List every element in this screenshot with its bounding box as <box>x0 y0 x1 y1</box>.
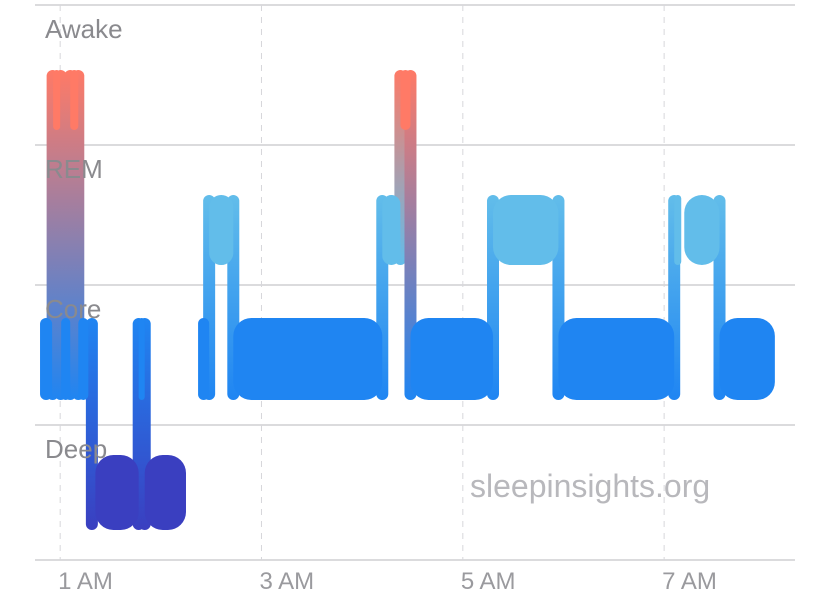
stage-block-core <box>61 318 70 400</box>
stage-block-rem <box>684 195 719 265</box>
stage-block-rem <box>382 195 400 265</box>
stage-label-rem: REM <box>45 154 103 185</box>
watermark-text: sleepinsights.org <box>470 468 710 505</box>
stage-label-core: Core <box>45 294 101 325</box>
stage-block-rem <box>674 195 681 265</box>
stage-block-awake <box>70 70 78 130</box>
stage-block-rem <box>209 195 233 265</box>
sleep-stage-chart: Awake REM Core Deep 1 AM 3 AM 5 AM 7 AM sleepins… <box>0 0 813 605</box>
stage-label-deep: Deep <box>45 434 107 465</box>
stage-block-deep <box>145 455 186 530</box>
stage-block-core <box>78 318 88 400</box>
chart-canvas <box>0 0 813 605</box>
stage-block-core <box>40 318 52 400</box>
stage-block-core <box>720 318 775 400</box>
stage-block-deep <box>95 455 138 530</box>
time-tick-label: 7 AM <box>662 568 717 596</box>
stage-block-core <box>139 318 145 400</box>
stage-block-core <box>410 318 493 400</box>
time-tick-label: 3 AM <box>259 568 314 596</box>
stage-block-core <box>198 318 209 400</box>
stage-label-awake: Awake <box>45 14 123 45</box>
time-tick-label: 5 AM <box>461 568 516 596</box>
stage-block-awake <box>400 70 410 130</box>
stage-block-awake <box>53 70 60 130</box>
stage-block-rem <box>493 195 558 265</box>
stage-block-core <box>558 318 674 400</box>
stage-block-core <box>233 318 382 400</box>
time-tick-label: 1 AM <box>58 568 113 596</box>
